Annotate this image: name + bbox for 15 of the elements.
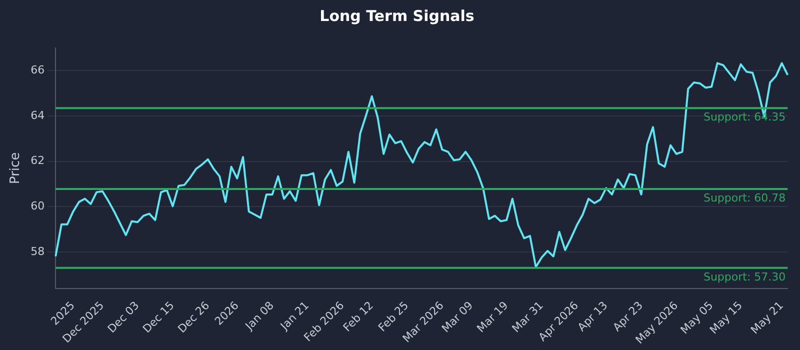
x-tick-label: Dec 15 (140, 298, 177, 336)
ref-line-label: Support: 60.78 (703, 191, 786, 204)
ref-line-label: Support: 64.35 (703, 110, 786, 124)
y-tick-label: 62 (30, 154, 45, 168)
y-tick-label: 58 (30, 244, 45, 258)
y-tick-label: 60 (30, 200, 45, 213)
x-tick-label: Jan 08 (242, 298, 276, 334)
y-axis-title: Price (8, 152, 24, 184)
x-tick-label: Dec 26 (175, 298, 212, 336)
x-tick-label: Mar 19 (474, 298, 511, 336)
y-tick-label: 66 (30, 64, 45, 77)
ref-line-label: Support: 57.30 (703, 270, 786, 284)
x-tick-label: Dec 03 (105, 298, 142, 336)
y-tick-label: 64 (30, 108, 45, 122)
chart-title: Long Term Signals (320, 6, 474, 25)
